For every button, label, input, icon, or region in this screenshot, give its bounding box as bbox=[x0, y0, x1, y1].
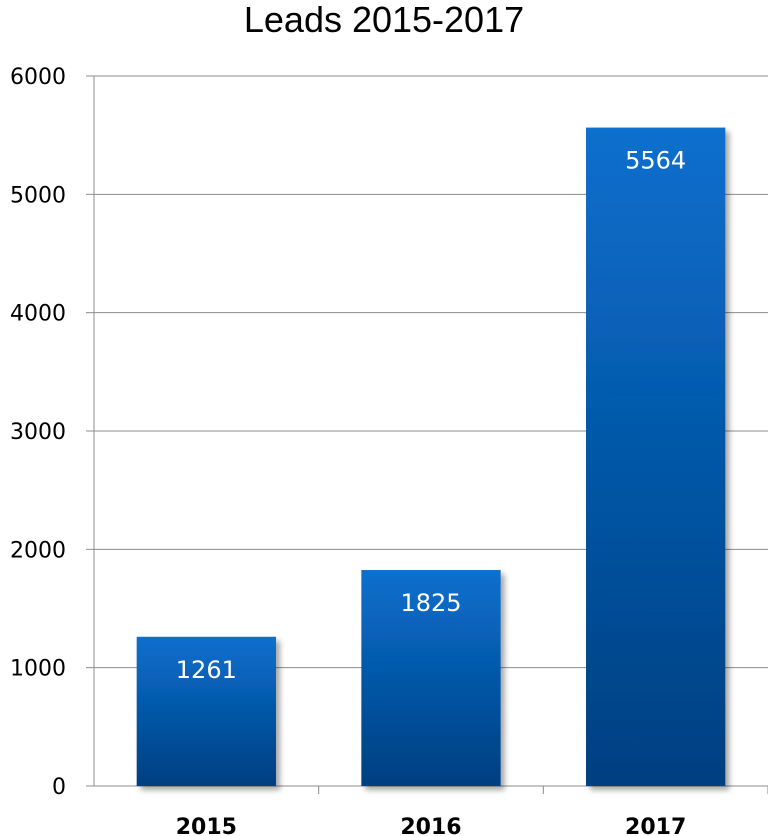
data-label-2017: 5564 bbox=[625, 147, 686, 175]
bar-2017 bbox=[586, 127, 726, 787]
data-label-2015: 1261 bbox=[176, 656, 237, 684]
data-label-2016: 1825 bbox=[400, 589, 461, 617]
y-tick-label: 6000 bbox=[10, 65, 66, 90]
y-tick-label: 0 bbox=[52, 775, 66, 800]
x-tick-label-2015: 2015 bbox=[176, 815, 237, 836]
x-tick-label-2016: 2016 bbox=[400, 815, 461, 836]
y-tick-label: 3000 bbox=[10, 420, 66, 445]
y-tick-label: 5000 bbox=[10, 183, 66, 208]
bar-2016 bbox=[361, 570, 501, 786]
bar-2015 bbox=[136, 636, 276, 786]
x-tick-label-2017: 2017 bbox=[625, 815, 686, 836]
chart-title: Leads 2015-2017 bbox=[243, 0, 525, 40]
y-tick-label: 4000 bbox=[10, 302, 66, 327]
labels: 0 1000 2000 3000 4000 5000 6000 1261 2015 1825 201… bbox=[10, 65, 686, 836]
bars bbox=[136, 127, 726, 787]
y-tick-label: 2000 bbox=[10, 538, 66, 563]
y-tick-label: 1000 bbox=[10, 657, 66, 682]
